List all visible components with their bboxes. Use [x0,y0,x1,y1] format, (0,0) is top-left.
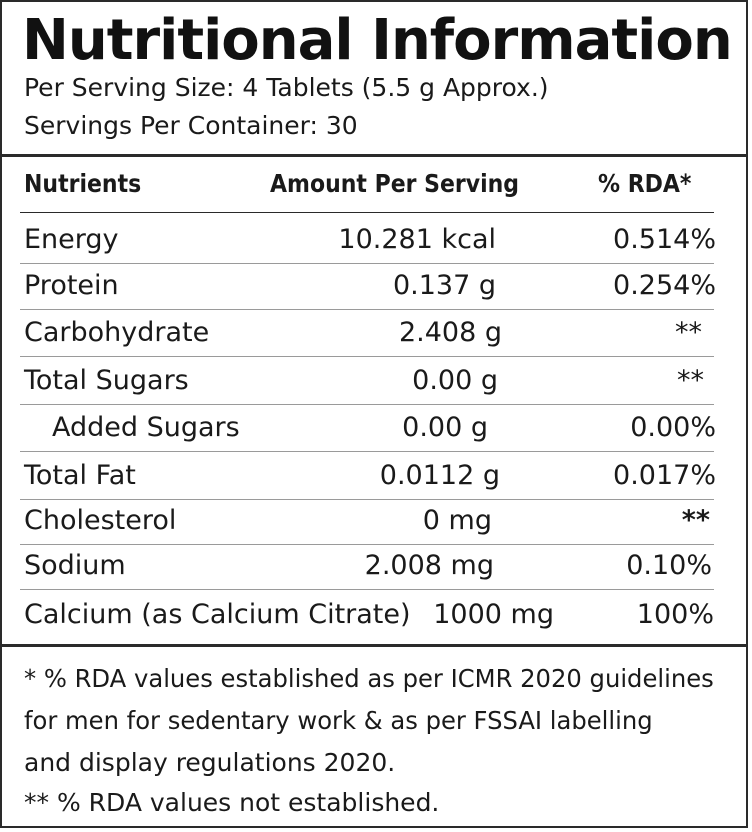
header-rda: % RDA* [598,169,692,198]
row-divider [20,309,714,310]
table-row: Protein 0.137 g 0.254% [2,263,750,309]
servings-per-container: Servings Per Container: 30 [24,111,358,140]
nutrient-name: Protein [24,270,119,301]
footnote-2: for men for sedentary work & as per FSSA… [24,706,653,735]
top-divider [2,154,746,157]
nutrient-rda: 0.017% [613,460,716,491]
row-divider [20,451,714,452]
nutrient-amount: 0.137 g [392,270,496,301]
table-row: Added Sugars 0.00 g 0.00% [2,405,750,451]
nutrient-name: Energy [24,224,119,255]
serving-size: Per Serving Size: 4 Tablets (5.5 g Appro… [24,73,549,102]
nutrient-rda: 0.10% [626,550,712,581]
nutrient-amount: 2.408 g [398,317,502,348]
nutrient-amount: 0 mg [422,505,492,536]
nutrient-rda: 0.254% [613,270,716,301]
table-row: Energy 10.281 kcal 0.514% [2,217,750,263]
row-divider [20,263,714,264]
nutrient-name: Calcium (as Calcium Citrate) [24,599,411,630]
nutrient-name: Carbohydrate [24,317,210,348]
header-amount: Amount Per Serving [270,169,520,198]
header-divider [20,212,714,213]
row-divider [20,589,714,590]
row-divider [20,544,714,545]
footnote-3: and display regulations 2020. [24,748,396,777]
nutrient-rda: ** [675,317,702,348]
footer-divider [2,644,746,647]
table-row: Carbohydrate 2.408 g ** [2,310,750,356]
table-row: Calcium (as Calcium Citrate) 1000 mg 100… [2,592,750,638]
header-nutrients: Nutrients [24,169,142,198]
nutrient-rda: 0.514% [613,224,716,255]
nutrient-name: Cholesterol [24,505,177,536]
nutrient-rda: 100% [636,599,714,630]
table-row: Sodium 2.008 mg 0.10% [2,543,750,589]
nutrient-amount: 10.281 kcal [338,224,496,255]
table-row: Total Fat 0.0112 g 0.017% [2,453,750,499]
table-row: Total Sugars 0.00 g ** [2,358,750,404]
footnote-1: * % RDA values established as per ICMR 2… [24,664,714,693]
nutrient-rda: ** [677,365,704,396]
nutrient-amount: 2.008 mg [364,550,494,581]
footnote-4: ** % RDA values not established. [24,788,440,817]
nutrient-name: Total Sugars [24,365,189,396]
table-row: Cholesterol 0 mg ** [2,498,750,544]
nutrient-rda: 0.00% [630,412,716,443]
nutrient-name: Sodium [24,550,126,581]
row-divider [20,356,714,357]
nutrient-amount: 0.00 g [402,412,488,443]
nutrient-name: Total Fat [24,460,136,491]
nutrient-name: Added Sugars [52,412,240,443]
row-divider [20,499,714,500]
label-title: Nutritional Information [22,8,733,73]
nutrient-amount: 0.00 g [412,365,498,396]
nutrient-amount: 1000 mg [433,599,554,630]
row-divider [20,404,714,405]
nutrient-amount: 0.0112 g [379,460,500,491]
nutrient-rda: ** [681,505,710,536]
